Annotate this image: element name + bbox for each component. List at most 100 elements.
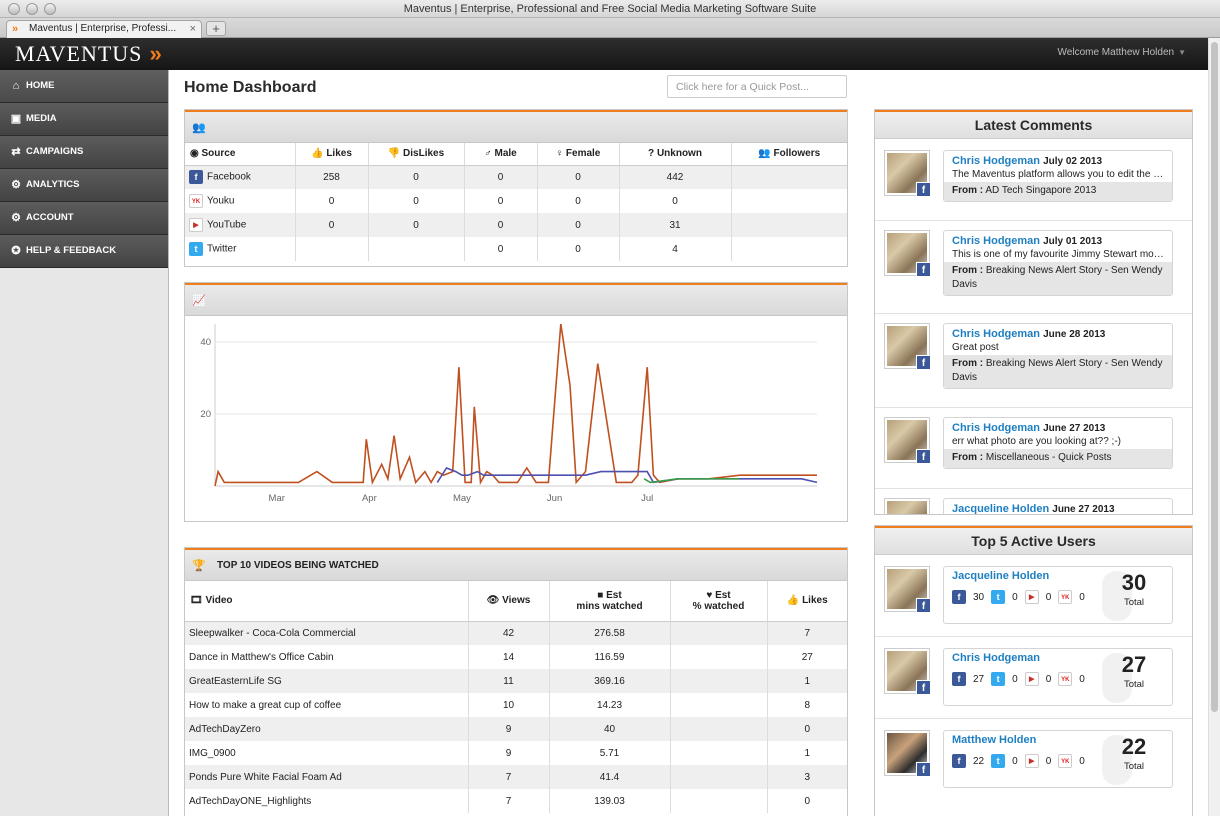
table-row[interactable]: AdTechDayONE_Highlights 7 139.03 0 — [185, 789, 847, 813]
facebook-icon: f — [952, 590, 966, 604]
youku-icon: YK — [1058, 754, 1073, 768]
facebook-icon: f — [916, 262, 931, 277]
user-name[interactable]: Jacqueline Holden — [952, 570, 1050, 582]
sidebar-item-label: CAMPAIGNS — [26, 146, 84, 157]
youtube-count: 0 — [1045, 673, 1052, 685]
close-window-button[interactable] — [8, 3, 20, 15]
table-row[interactable]: How to make a great cup of coffee 10 14.23… — [185, 693, 847, 717]
source-stats-table: ◉ Source 👍 Likes 👎 DisLikes ♂ Male ♀ Female?… — [185, 143, 847, 261]
video-title-cell[interactable]: AdTechDayZero — [185, 717, 469, 741]
x-tick-label: Jul — [641, 493, 653, 504]
video-title-cell[interactable]: Sleepwalker - Coca-Cola Commercial — [185, 621, 469, 645]
user-stats-box: Jacqueline Holden f 30 t 0 ▶ 0 YK 0 30 Total — [943, 566, 1173, 624]
youtube-count: 0 — [1045, 755, 1052, 767]
table-row[interactable]: GreatEasternLife SG 11 369.16 1 — [185, 669, 847, 693]
unknown-cell: 0 — [619, 189, 732, 213]
facebook-count: 22 — [973, 755, 985, 767]
new-tab-button[interactable]: + — [206, 21, 226, 36]
source-cell[interactable]: ▶ YouTube — [185, 213, 296, 237]
sidebar-item-help-feedback[interactable]: ✪ HELP & FEEDBACK — [0, 235, 168, 268]
sidebar-item-campaigns[interactable]: ⇄ CAMPAIGNS — [0, 136, 168, 169]
sidebar-item-label: ANALYTICS — [26, 179, 80, 190]
top-nav-bar: MAVENTUS » Welcome Matthew Holden ▼ — [0, 38, 1208, 70]
activity-line-chart: 20 40 Mar Apr May Jun Jul — [200, 323, 818, 504]
sidebar-item-home[interactable]: ⌂ HOME — [0, 70, 168, 103]
video-title-cell[interactable]: AdTechDayONE_Highlights — [185, 789, 469, 813]
video-title-cell[interactable]: GreatEasternLife SG — [185, 669, 469, 693]
zoom-window-button[interactable] — [44, 3, 56, 15]
facebook-icon: f — [952, 672, 966, 686]
table-row[interactable]: Dance in Matthew's Office Cabin 14 116.59 2… — [185, 645, 847, 669]
col-est-pct[interactable]: ♥ Est% watched — [670, 581, 768, 622]
table-row[interactable]: Sleepwalker - Coca-Cola Commercial 42 276.… — [185, 621, 847, 645]
col-source[interactable]: ◉ Source — [185, 143, 296, 166]
scrollbar-thumb[interactable] — [1211, 42, 1218, 712]
commenter-name[interactable]: Jacqueline Holden — [952, 503, 1050, 515]
total-number: 30 — [1121, 570, 1147, 595]
x-tick-label: May — [453, 493, 471, 504]
table-row[interactable]: AdTechDayZero 9 40 0 — [185, 717, 847, 741]
comment-source-link[interactable]: Breaking News Alert Story - Sen Wendy Da… — [952, 358, 1163, 383]
commenter-name[interactable]: Chris Hodgeman — [952, 155, 1041, 167]
source-cell[interactable]: YK Youku — [185, 189, 296, 213]
top-users-panel: Top 5 Active Users f Jacqueline Holden f 30… — [874, 525, 1193, 816]
commenter-name[interactable]: Chris Hodgeman — [952, 422, 1041, 434]
facebook-icon: f — [916, 449, 931, 464]
series-line-0 — [214, 323, 817, 487]
maventus-logo[interactable]: MAVENTUS » — [15, 41, 163, 67]
sidebar: ⌂ HOME ▣ MEDIA ⇄ CAMPAIGNS ⚙ ANALYTICS ⚙ ACCOUNT ✪… — [0, 70, 169, 816]
series-line-2 — [643, 478, 740, 484]
views-cell: 11 — [468, 669, 550, 693]
source-cell[interactable]: t Twitter — [185, 237, 296, 261]
col-male[interactable]: ♂ Male — [464, 143, 538, 166]
source-cell[interactable]: f Facebook — [185, 165, 296, 189]
video-title-cell[interactable]: Ponds Pure White Facial Foam Ad — [185, 765, 469, 789]
avatar[interactable]: f — [884, 730, 931, 777]
col-dislikes[interactable]: 👎 DisLikes — [368, 143, 465, 166]
minimize-window-button[interactable] — [26, 3, 38, 15]
browser-tab[interactable]: » Maventus | Enterprise, Professi... × — [6, 20, 202, 38]
mins-cell: 116.59 — [549, 645, 671, 669]
video-title-cell[interactable]: How to make a great cup of coffee — [185, 693, 469, 717]
col-views[interactable]: 👁 Views — [468, 581, 550, 622]
table-row: t Twitter 0 0 4 — [185, 237, 847, 261]
video-title-cell[interactable]: IMG_0900 — [185, 741, 469, 765]
col-likes[interactable]: 👍 Likes — [295, 143, 369, 166]
divider — [875, 220, 1192, 221]
table-row[interactable]: Ponds Pure White Facial Foam Ad 7 41.4 3 — [185, 765, 847, 789]
comment-source: From : Miscellaneous - Quick Posts — [944, 449, 1172, 468]
col-female[interactable]: ♀ Female — [537, 143, 620, 166]
commenter-name[interactable]: Chris Hodgeman — [952, 328, 1041, 340]
avatar[interactable]: f — [884, 323, 931, 370]
col-likes[interactable]: 👍 Likes — [767, 581, 847, 622]
col-followers[interactable]: 👥 Followers — [731, 143, 847, 166]
video-title-cell[interactable]: Dance in Matthew's Office Cabin — [185, 645, 469, 669]
tab-close-icon[interactable]: × — [189, 23, 196, 35]
table-row[interactable]: IMG_0900 9 5.71 1 — [185, 741, 847, 765]
avatar[interactable]: f — [884, 417, 931, 464]
col-video[interactable]: 🎞 Video — [185, 581, 469, 622]
thumbs-up-icon: 👍 — [786, 595, 803, 607]
col-est-mins[interactable]: ■ Est mins watched — [549, 581, 671, 622]
user-name[interactable]: Chris Hodgeman — [952, 652, 1041, 664]
sidebar-item-analytics[interactable]: ⚙ ANALYTICS — [0, 169, 168, 202]
youku-count: 0 — [1079, 591, 1085, 603]
avatar[interactable]: f — [884, 150, 931, 197]
user-menu[interactable]: Welcome Matthew Holden ▼ — [1058, 47, 1186, 58]
x-tick-label: Apr — [362, 493, 377, 504]
avatar[interactable] — [884, 498, 930, 514]
sidebar-item-media[interactable]: ▣ MEDIA — [0, 103, 168, 136]
commenter-name[interactable]: Chris Hodgeman — [952, 235, 1041, 247]
comment-source-link[interactable]: Breaking News Alert Story - Sen Wendy Da… — [952, 265, 1163, 290]
chevron-down-icon: ▼ — [1178, 48, 1186, 57]
quick-post-input[interactable]: Click here for a Quick Post... — [667, 75, 847, 98]
comment-source-link[interactable]: Miscellaneous - Quick Posts — [985, 452, 1112, 463]
user-name[interactable]: Matthew Holden — [952, 734, 1037, 746]
col-unknown[interactable]: ? Unknown — [619, 143, 732, 166]
comment-source-link[interactable]: AD Tech Singapore 2013 — [985, 185, 1097, 196]
avatar[interactable]: f — [884, 230, 931, 277]
avatar[interactable]: f — [884, 648, 931, 695]
page-scrollbar[interactable] — [1208, 38, 1220, 816]
sidebar-item-account[interactable]: ⚙ ACCOUNT — [0, 202, 168, 235]
avatar[interactable]: f — [884, 566, 931, 613]
